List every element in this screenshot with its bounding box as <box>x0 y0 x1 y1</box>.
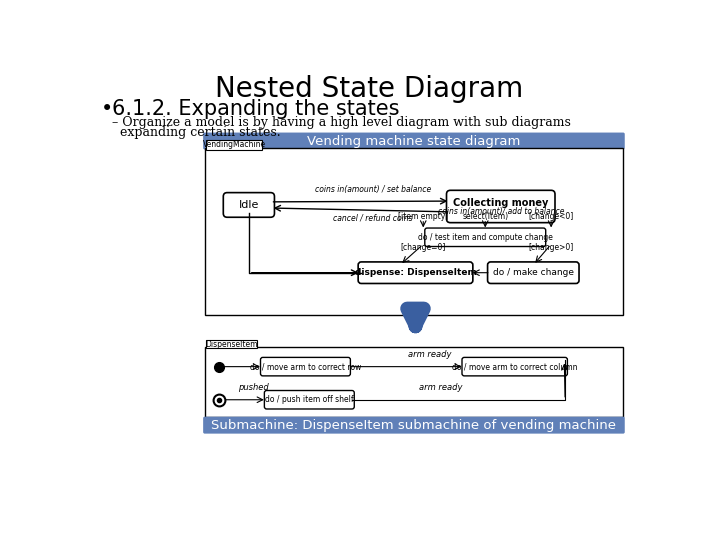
Text: [item empty]: [item empty] <box>398 212 449 221</box>
Text: [change<0]: [change<0] <box>528 212 574 221</box>
FancyBboxPatch shape <box>446 190 555 222</box>
FancyBboxPatch shape <box>204 148 624 315</box>
FancyBboxPatch shape <box>223 193 274 217</box>
Text: pushed: pushed <box>238 383 269 392</box>
Text: dispense: DispenseItem: dispense: DispenseItem <box>354 268 477 277</box>
Text: VendingMachine: VendingMachine <box>202 140 266 150</box>
Text: do / make change: do / make change <box>492 268 574 277</box>
Text: [change=0]: [change=0] <box>400 243 446 252</box>
Text: •: • <box>101 99 113 119</box>
Text: Collecting money: Collecting money <box>453 198 549 207</box>
Text: [change>0]: [change>0] <box>528 243 574 252</box>
FancyBboxPatch shape <box>206 340 258 348</box>
Text: expanding certain states.: expanding certain states. <box>112 126 280 139</box>
Text: 6.1.2. Expanding the states: 6.1.2. Expanding the states <box>112 99 399 119</box>
FancyBboxPatch shape <box>203 417 625 434</box>
Text: – Organize a model is by having a high level diagram with sub diagrams: – Organize a model is by having a high l… <box>112 116 570 129</box>
Text: coins in(amount)/ add to balance: coins in(amount)/ add to balance <box>438 207 564 215</box>
Text: coins in(amount) / set balance: coins in(amount) / set balance <box>315 185 431 194</box>
Text: Nested State Diagram: Nested State Diagram <box>215 75 523 103</box>
FancyBboxPatch shape <box>261 357 351 376</box>
Text: arm ready: arm ready <box>419 383 463 392</box>
FancyBboxPatch shape <box>487 262 579 284</box>
Text: Idle: Idle <box>239 200 259 210</box>
Text: cancel / refund coins: cancel / refund coins <box>333 213 413 222</box>
FancyBboxPatch shape <box>203 132 625 150</box>
Text: DispenseItem: DispenseItem <box>206 340 258 349</box>
FancyBboxPatch shape <box>358 262 473 284</box>
Text: Vending machine state diagram: Vending machine state diagram <box>307 134 521 147</box>
Text: do / push item off shelf: do / push item off shelf <box>265 395 354 404</box>
Text: Submachine: DispenseItem submachine of vending machine: Submachine: DispenseItem submachine of v… <box>212 418 616 431</box>
Text: select(item): select(item) <box>462 212 508 221</box>
FancyBboxPatch shape <box>264 390 354 409</box>
Text: do / move arm to correct column: do / move arm to correct column <box>452 362 577 371</box>
Text: do / test item and compute change: do / test item and compute change <box>418 233 553 242</box>
FancyBboxPatch shape <box>204 347 624 417</box>
Text: do / move arm to correct row: do / move arm to correct row <box>250 362 361 371</box>
FancyBboxPatch shape <box>462 357 567 376</box>
FancyBboxPatch shape <box>425 228 546 247</box>
Text: arm ready: arm ready <box>408 350 451 359</box>
FancyBboxPatch shape <box>206 140 262 150</box>
